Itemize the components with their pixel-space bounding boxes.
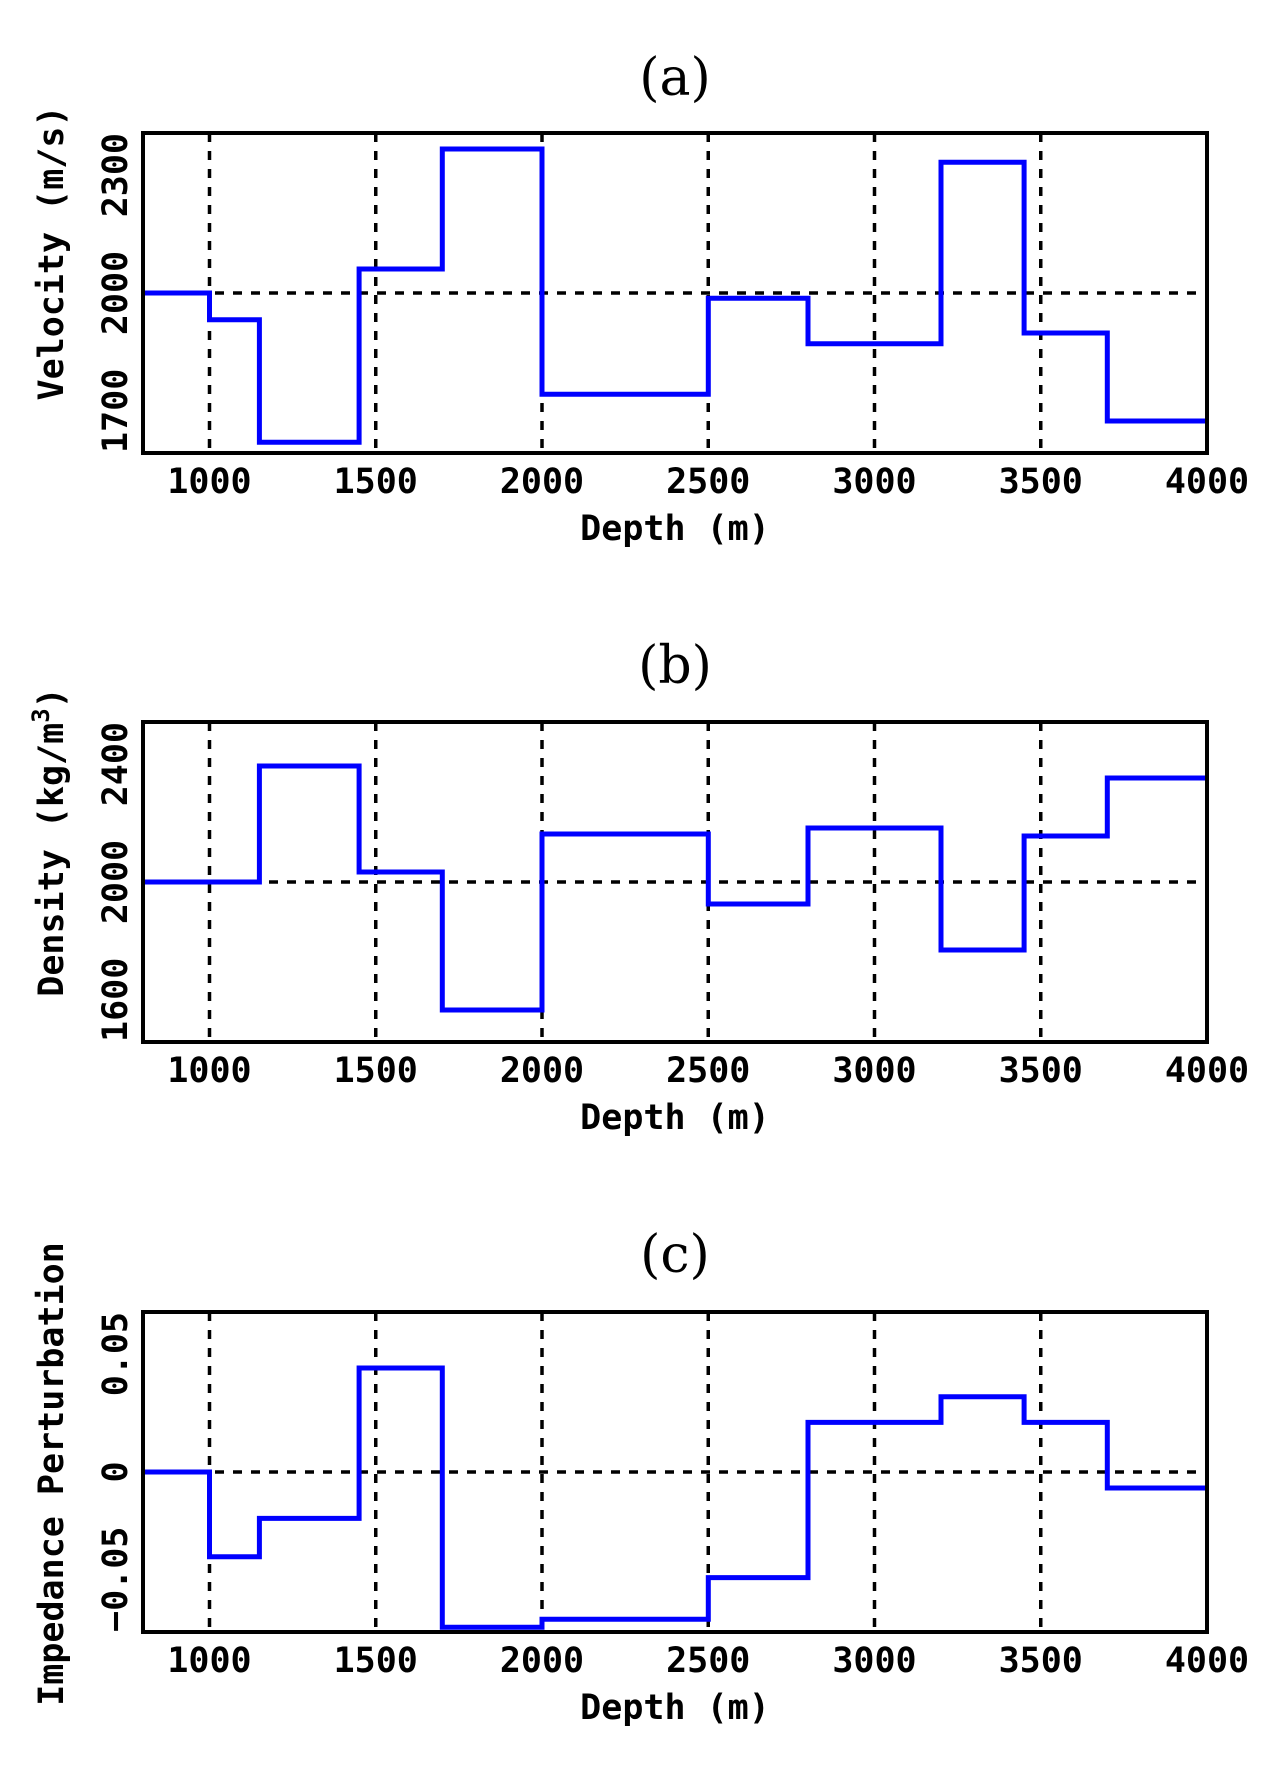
y-tick-label: −0.05: [96, 1527, 136, 1632]
x-tick-label-3000: 3000: [832, 462, 916, 502]
y-tick-label: 1600: [96, 958, 136, 1042]
x-tick-label-1500: 1500: [334, 1641, 418, 1681]
x-tick-label-1000: 1000: [167, 1641, 251, 1681]
x-tick-label-2000: 2000: [500, 1051, 584, 1091]
y-axis-label: Velocity (m/s): [32, 105, 72, 400]
x-tick-label-1000: 1000: [167, 462, 251, 502]
x-tick-label-4000: 4000: [1165, 1051, 1249, 1091]
x-tick-label-2000: 2000: [500, 462, 584, 502]
series-line-impedance-perturbation: [143, 1365, 1207, 1630]
y-axis-label: Impedance Perturbation: [32, 1242, 72, 1706]
y-tick-label: 0.05: [96, 1312, 136, 1396]
y-tick-label: 2400: [96, 722, 136, 806]
y-tick-label: 2300: [96, 133, 136, 217]
x-tick-label-1500: 1500: [334, 462, 418, 502]
plot-frame: [141, 1310, 1209, 1634]
panel-b: (b) 1000 1500 2000 2500 3000 3500 4000 Depth (m)…: [27, 636, 1249, 1138]
panel-c: (c) 1000 1500 2000 2500 3000 3500 4000 Depth (m)…: [32, 1225, 1249, 1728]
panel-a-title: (a): [639, 48, 711, 108]
x-tick-label-4000: 4000: [1165, 1641, 1249, 1681]
panel-b-title: (b): [638, 636, 712, 696]
x-tick-label-1000: 1000: [167, 1051, 251, 1091]
x-tick-label-1500: 1500: [334, 1051, 418, 1091]
y-axis-label: Density (kg/m3): [27, 687, 72, 996]
x-axis-label: Depth (m): [580, 509, 770, 549]
x-tick-label-3500: 3500: [999, 462, 1083, 502]
x-tick-label-3000: 3000: [832, 1641, 916, 1681]
series-line-density: [143, 763, 1207, 1013]
plot-frame: [141, 720, 1209, 1044]
plot-frame: [141, 131, 1209, 455]
y-tick-label: 2000: [96, 251, 136, 335]
x-tick-label-3500: 3500: [999, 1641, 1083, 1681]
x-axis-label: Depth (m): [580, 1688, 770, 1728]
panel-a: (a) 1000 1500 2000 2500 3000 3500 4000 Depth (m)…: [32, 48, 1249, 549]
x-axis-label: Depth (m): [580, 1098, 770, 1138]
x-tick-label-3500: 3500: [999, 1051, 1083, 1091]
x-tick-label-4000: 4000: [1165, 462, 1249, 502]
x-tick-label-2500: 2500: [666, 1641, 750, 1681]
panel-c-title: (c): [640, 1225, 710, 1285]
x-tick-label-2000: 2000: [500, 1641, 584, 1681]
x-tick-label-2500: 2500: [666, 1051, 750, 1091]
y-tick-label: 1700: [96, 369, 136, 453]
series-line-velocity: [143, 146, 1207, 445]
x-tick-label-3000: 3000: [832, 1051, 916, 1091]
x-tick-label-2500: 2500: [666, 462, 750, 502]
y-tick-label: 0: [96, 1461, 136, 1482]
y-tick-label: 2000: [96, 840, 136, 924]
